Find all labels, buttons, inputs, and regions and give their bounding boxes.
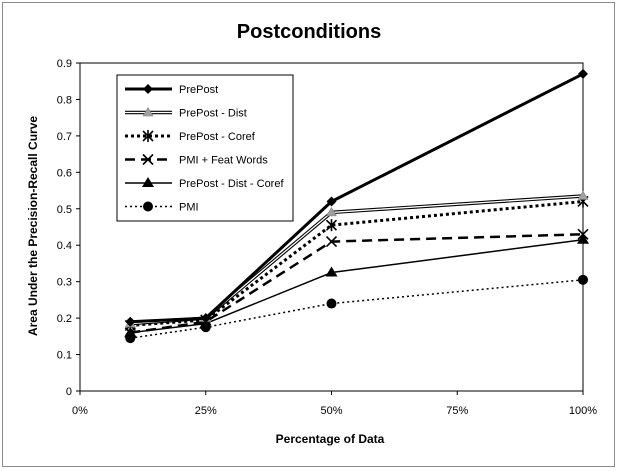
y-tick-label: 0.8 <box>57 94 72 106</box>
y-tick-label: 0 <box>66 386 72 398</box>
x-axis-title: Percentage of Data <box>276 432 385 446</box>
data-point-marker <box>326 206 337 217</box>
y-tick-label: 0.3 <box>57 277 72 289</box>
y-tick-label: 0.6 <box>57 167 72 179</box>
x-tick-label: 0% <box>72 405 88 417</box>
data-point-marker <box>325 266 338 277</box>
legend-box <box>116 74 294 222</box>
data-point-marker <box>577 190 589 200</box>
y-tick-label: 0.2 <box>57 313 72 325</box>
y-tick-label: 0.9 <box>57 58 72 70</box>
x-tick-label: 100% <box>569 405 597 417</box>
series-prepost <box>125 68 588 327</box>
y-tick-label: 0.7 <box>57 131 72 143</box>
legend-label: PrePost <box>179 84 218 96</box>
legend-item: PMI + Feat Words <box>125 153 268 167</box>
legend-item: PrePost <box>125 84 218 96</box>
data-point-marker <box>578 68 588 79</box>
series-line <box>130 233 584 334</box>
data-point-marker <box>142 107 154 117</box>
data-point-marker <box>325 236 338 248</box>
y-axis-title: Area Under the Precision-Recall Curve <box>26 116 40 336</box>
chart-frame <box>2 2 615 467</box>
legend-label: PMI + Feat Words <box>179 155 268 167</box>
y-tick-label: 0.4 <box>57 240 72 252</box>
data-point-marker <box>142 177 154 187</box>
legend-label: PrePost - Coref <box>179 131 256 143</box>
data-point-marker <box>200 313 211 324</box>
legend-item: PrePost - Dist <box>125 107 247 120</box>
y-tick-label: 0.1 <box>57 350 72 362</box>
series-prepost-dist-coref <box>124 233 589 337</box>
data-point-marker <box>577 228 589 240</box>
series-pmi <box>125 274 588 344</box>
legend: PrePost PrePost - Dist PrePost - Coref PMI … <box>116 74 294 222</box>
data-point-marker <box>142 130 154 142</box>
x-tick-label: 25% <box>195 405 217 417</box>
x-tick-label: 50% <box>320 405 342 417</box>
legend-item: PrePost - Coref <box>125 130 256 143</box>
data-point-marker <box>578 274 588 285</box>
x-tick-label: 75% <box>446 405 468 417</box>
legend-item: PrePost - Dist - Coref <box>125 177 284 190</box>
legend-label: PrePost - Dist <box>179 108 247 120</box>
series-line <box>130 72 584 324</box>
data-point-marker <box>326 298 337 309</box>
data-point-marker <box>143 201 153 212</box>
series-line <box>130 199 584 327</box>
data-point-marker <box>125 316 136 327</box>
data-point-marker <box>142 153 154 166</box>
legend-item: PMI <box>125 201 199 214</box>
chart-title: Postconditions <box>237 21 381 43</box>
series-line <box>130 279 584 339</box>
series-pmi-feat-words <box>124 228 589 339</box>
data-point-marker <box>143 84 153 94</box>
legend-label: PMI <box>179 202 199 214</box>
y-tick-label: 0.5 <box>57 204 72 216</box>
legend-label: PrePost - Dist - Coref <box>179 178 284 190</box>
data-point-marker <box>577 233 589 244</box>
data-point-marker <box>325 219 338 232</box>
data-point-marker <box>326 196 337 207</box>
